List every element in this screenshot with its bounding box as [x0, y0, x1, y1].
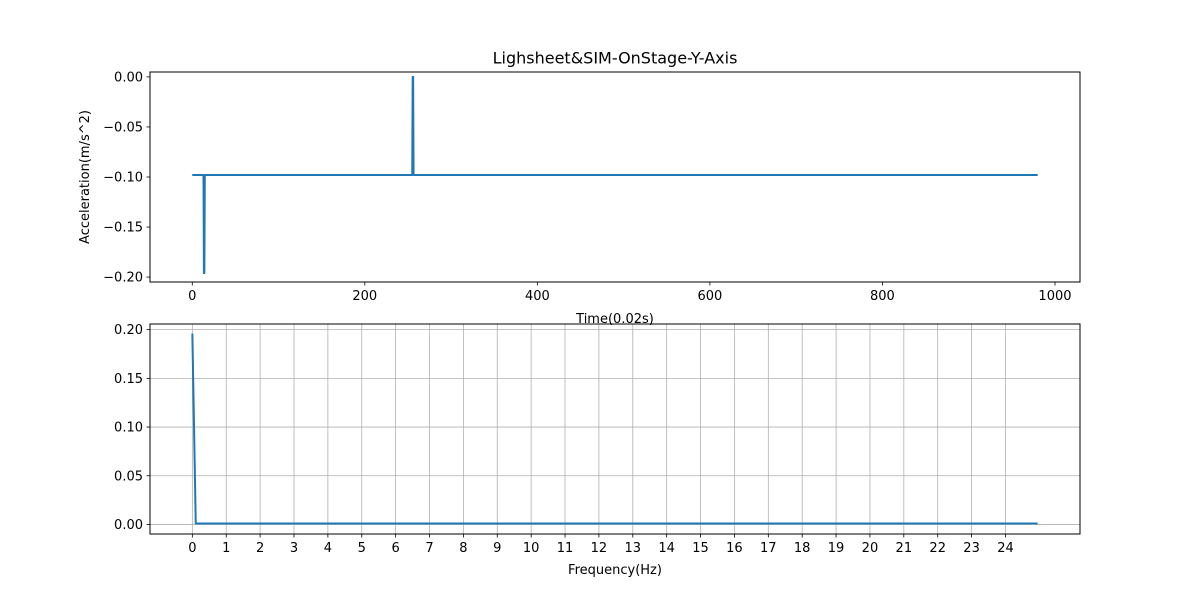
x-tick-label: 0	[188, 541, 196, 556]
x-tick-label: 400	[525, 289, 550, 304]
x-tick-label: 1	[222, 541, 230, 556]
x-tick-label: 8	[459, 541, 467, 556]
y-tick-label: 0.20	[114, 323, 143, 338]
y-tick-label: −0.10	[103, 171, 143, 186]
x-tick-label: 17	[760, 541, 777, 556]
y-tick-label: 0.10	[114, 421, 143, 436]
y-axis-label: Acceleration(m/s^2)	[78, 110, 93, 244]
x-tick-label: 21	[896, 541, 913, 556]
y-tick-label: 0.05	[114, 469, 143, 484]
series-line	[192, 75, 1038, 275]
x-axis-label: Time(0.02s)	[575, 312, 654, 327]
x-axis-ticks	[191, 534, 1006, 538]
x-axis-tick-labels: 0 1 2 3 4 5 6 7 8 9 10 11 12 13 14 15 16 17 18 19 20 21 22 23 24	[188, 541, 1014, 556]
data-lines	[192, 75, 1038, 275]
y-axis-ticks	[146, 76, 150, 278]
x-axis-ticks	[191, 282, 1056, 286]
x-tick-label: 12	[591, 541, 608, 556]
x-tick-label: 3	[290, 541, 298, 556]
x-tick-label: 20	[862, 541, 879, 556]
y-tick-label: 0.00	[114, 70, 143, 85]
time-domain-plot: Lighsheet&SIM-OnStage-Y-Axis 0.00 −0.05 −0…	[78, 49, 1081, 327]
x-tick-label: 9	[493, 541, 501, 556]
x-tick-label: 4	[324, 541, 332, 556]
x-tick-label: 600	[697, 289, 722, 304]
y-tick-label: −0.20	[103, 271, 143, 286]
y-tick-label: 0.15	[114, 372, 143, 387]
x-tick-label: 16	[726, 541, 743, 556]
x-tick-label: 18	[794, 541, 811, 556]
y-axis-tick-labels: 0.00 0.05 0.10 0.15 0.20	[114, 323, 143, 533]
x-tick-label: 15	[692, 541, 709, 556]
x-axis-label: Frequency(Hz)	[568, 563, 662, 578]
grid-lines	[150, 324, 1080, 534]
x-tick-label: 800	[870, 289, 895, 304]
series-line	[191, 333, 1038, 525]
x-tick-label: 0	[188, 289, 196, 304]
y-tick-label: −0.05	[103, 120, 143, 135]
plot-area-border	[149, 323, 1081, 535]
x-tick-label: 5	[358, 541, 366, 556]
y-axis-tick-labels: 0.00 −0.05 −0.10 −0.15 −0.20	[103, 70, 143, 285]
x-tick-label: 13	[625, 541, 642, 556]
data-lines	[191, 333, 1038, 525]
y-tick-label: 0.00	[114, 518, 143, 533]
x-tick-label: 19	[828, 541, 845, 556]
x-tick-label: 7	[425, 541, 433, 556]
x-tick-label: 6	[391, 541, 399, 556]
chart-title: Lighsheet&SIM-OnStage-Y-Axis	[493, 49, 738, 68]
y-tick-label: −0.15	[103, 221, 143, 236]
x-tick-label: 22	[929, 541, 946, 556]
x-tick-label: 14	[658, 541, 675, 556]
x-tick-label: 23	[963, 541, 980, 556]
x-tick-label: 24	[997, 541, 1014, 556]
x-tick-label: 200	[352, 289, 377, 304]
x-tick-label: 10	[523, 541, 540, 556]
plot-area-border	[149, 71, 1081, 283]
y-axis-ticks	[146, 329, 150, 525]
x-tick-label: 2	[256, 541, 264, 556]
x-tick-label: 11	[557, 541, 574, 556]
frequency-domain-plot: 0.000.050.100.150.20 0 1 2 3 4 5 6 7 8 9 10 11 12 13 1…	[114, 323, 1081, 578]
x-axis-tick-labels: 0 200 400 600 800 1000	[188, 289, 1071, 304]
x-tick-label: 1000	[1038, 289, 1071, 304]
